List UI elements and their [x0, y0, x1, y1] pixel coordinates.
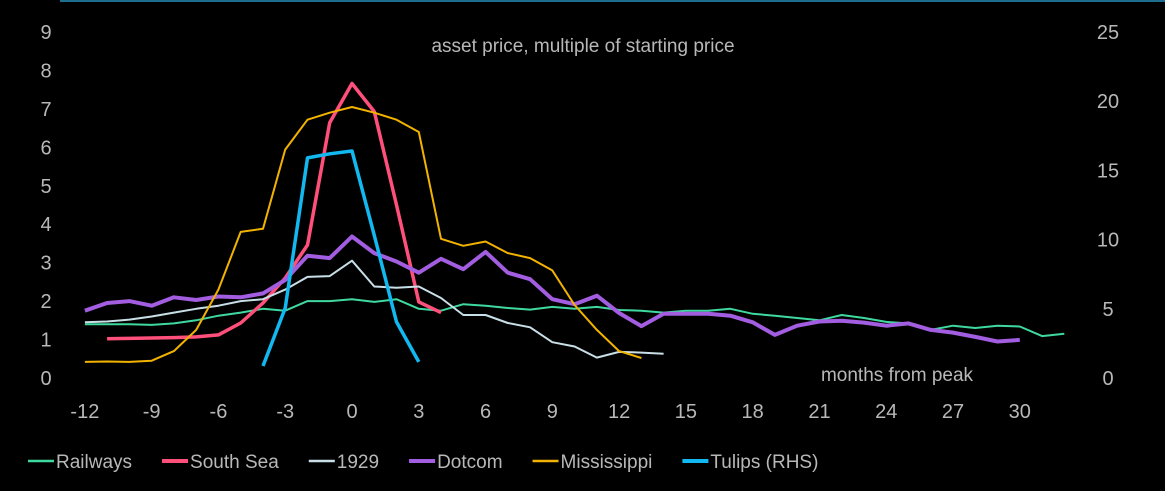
x-axis-ticks: -12 -9 -6 -3 0 3 6 9 12 15 18 21 24 27 30	[70, 401, 1030, 423]
y-tick-label: 0	[40, 368, 51, 390]
y-tick-label: 1	[40, 330, 51, 352]
x-tick-label: 6	[480, 401, 491, 423]
y-tick-label: 5	[40, 176, 51, 198]
series-lines	[84, 81, 1065, 367]
y-tick-label: 4	[40, 214, 51, 236]
legend: Railways South Sea 1929 Dotcom Mississippi Tu…	[28, 452, 818, 473]
right-axis-ticks: 0 5 10 15 20 25	[1097, 22, 1119, 390]
legend-label: 1929	[337, 452, 379, 473]
x-tick-label: 18	[742, 401, 764, 423]
series-line-1929	[84, 259, 664, 359]
x-tick-label: 3	[413, 401, 424, 423]
series-line-mississippi	[84, 106, 642, 363]
legend-item: Tulips (RHS)	[682, 452, 818, 473]
x-tick-label: 12	[608, 401, 630, 423]
y2-tick-label: 10	[1097, 230, 1119, 252]
legend-item: Dotcom	[409, 452, 503, 473]
y-tick-label: 6	[40, 137, 51, 159]
x-tick-label: 30	[1009, 401, 1031, 423]
chart-title: asset price, multiple of starting price	[431, 36, 734, 57]
legend-item: Railways	[28, 452, 132, 473]
x-axis-label: months from peak	[821, 365, 974, 386]
y-tick-label: 2	[40, 291, 51, 313]
y-tick-label: 9	[40, 22, 51, 44]
x-tick-label: 27	[942, 401, 964, 423]
series-line-tulips-rhs	[261, 149, 421, 367]
x-tick-label: -9	[143, 401, 161, 423]
left-axis-ticks: 0 1 2 3 4 5 6 7 8 9	[40, 22, 51, 390]
x-tick-label: 15	[675, 401, 697, 423]
y2-tick-label: 15	[1097, 160, 1119, 182]
y-tick-label: 7	[40, 99, 51, 121]
legend-label: Railways	[56, 452, 132, 473]
series-line-south-sea	[107, 81, 442, 341]
y-tick-label: 8	[40, 60, 51, 82]
x-tick-label: 0	[346, 401, 357, 423]
x-tick-label: 21	[808, 401, 830, 423]
legend-label: South Sea	[190, 452, 279, 473]
y2-tick-label: 5	[1102, 299, 1113, 321]
x-tick-label: -6	[210, 401, 228, 423]
legend-item: South Sea	[162, 452, 279, 473]
legend-item: 1929	[308, 452, 379, 473]
x-tick-label: 9	[547, 401, 558, 423]
legend-label: Dotcom	[437, 452, 502, 473]
legend-item: Mississippi	[532, 452, 653, 473]
x-tick-label: -3	[276, 401, 294, 423]
y-tick-label: 3	[40, 253, 51, 275]
y2-tick-label: 20	[1097, 91, 1119, 113]
x-tick-label: -12	[70, 401, 99, 423]
legend-label: Mississippi	[561, 452, 653, 473]
y2-tick-label: 25	[1097, 22, 1119, 44]
y2-tick-label: 0	[1102, 368, 1113, 390]
series-line-dotcom	[84, 234, 1020, 344]
x-tick-label: 24	[875, 401, 897, 423]
legend-label: Tulips (RHS)	[710, 452, 818, 473]
